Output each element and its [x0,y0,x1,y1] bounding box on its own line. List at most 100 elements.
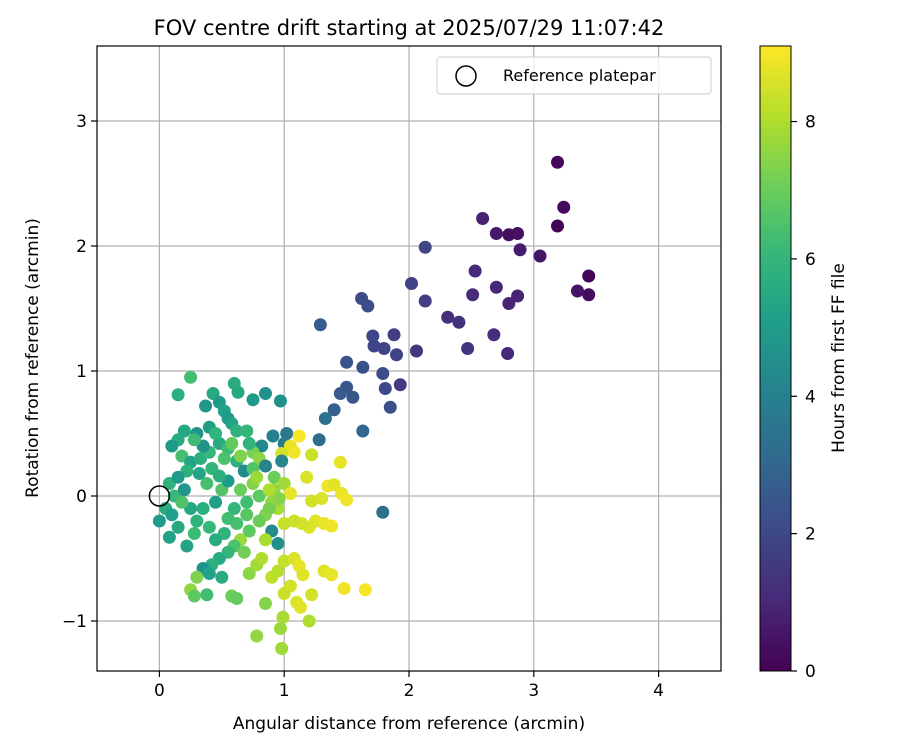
chart-title: FOV centre drift starting at 2025/07/29 … [154,16,665,40]
y-axis-ticks: −1 0 1 2 3 [62,112,97,632]
data-point [325,568,339,582]
data-point [418,240,432,254]
data-point [276,610,290,624]
gridlines [97,46,721,671]
legend-box [436,56,712,95]
colorbar-tick-label: 0 [805,662,816,682]
data-point [582,269,596,283]
data-point [296,568,310,582]
data-point [333,387,347,400]
data-point [551,219,565,233]
data-point [452,315,466,329]
data-point [230,592,244,605]
data-point [315,492,329,505]
data-point [165,439,179,453]
data-point [171,388,185,402]
data-point [356,360,370,374]
data-point [361,299,375,313]
data-point [271,537,285,550]
data-point [318,412,332,425]
colorbar-ticks: 0 2 4 6 8 [791,113,816,682]
data-point [162,530,176,544]
data-point [234,483,248,497]
data-point [366,329,380,343]
x-tick-label: 4 [653,681,664,701]
x-tick-label: 1 [279,681,290,701]
data-point [356,424,370,438]
data-point [209,495,223,509]
reference-platepar-marker [148,485,171,507]
x-axis-ticks: 0 1 2 3 4 [154,671,664,701]
data-point [551,155,565,169]
data-point [266,429,280,443]
data-point [165,508,179,522]
data-point [240,424,254,438]
data-point [468,264,482,278]
data-point [367,339,381,353]
data-point [250,629,264,643]
data-point [190,570,204,584]
data-point [280,427,294,440]
y-tick-label: 1 [76,362,87,382]
data-point [240,508,254,522]
data-point [227,377,241,390]
data-point [262,483,276,497]
data-point [202,520,216,534]
data-point [250,470,264,484]
data-point [196,502,210,515]
data-point [557,200,571,214]
data-point [234,449,248,463]
data-point [287,514,301,528]
data-point [258,597,272,610]
y-axis-label: Rotation from reference (arcmin) [23,218,43,498]
data-point [378,382,392,395]
data-point [187,527,201,540]
data-point [242,567,256,580]
colorbar-label: Hours from first FF file [829,263,849,453]
y-tick-label: 3 [76,112,87,132]
data-point [240,495,254,509]
data-point [267,470,281,484]
data-point [242,437,256,450]
data-point [312,433,326,447]
x-tick-label: 0 [154,681,165,701]
legend: Reference platepar [436,56,712,95]
data-point [376,505,390,519]
data-point [513,243,527,257]
data-point [209,427,223,440]
data-point [192,467,206,480]
data-point [346,390,360,404]
data-point [246,393,260,407]
data-point [237,545,251,559]
data-point [180,539,194,553]
data-point [390,348,404,362]
data-point [570,284,584,298]
data-point [292,429,306,443]
data-point [273,622,287,635]
data-point [199,399,213,413]
data-point [209,533,223,547]
data-point [227,502,241,515]
data-point [313,318,327,332]
colorbar-tick-label: 2 [805,525,816,545]
data-point [190,514,204,528]
data-point [387,328,401,342]
colorbar-gradient [759,45,792,672]
data-point [502,228,516,242]
data-point [393,378,407,392]
legend-marker-open-circle [455,65,477,87]
colorbar-tick-label: 6 [805,250,816,270]
colorbar-tick-label: 4 [805,387,816,407]
colorbar: 0 2 4 6 8 Hours from first FF file [759,45,849,682]
data-point [272,492,286,505]
data-point [476,212,490,225]
data-point [287,445,301,459]
data-point [277,554,291,568]
data-point [275,454,289,468]
data-point [409,344,423,358]
data-point [262,502,276,515]
data-point [277,587,291,600]
data-point [152,514,166,528]
data-point [337,582,351,595]
legend-label: Reference platepar [503,66,656,85]
